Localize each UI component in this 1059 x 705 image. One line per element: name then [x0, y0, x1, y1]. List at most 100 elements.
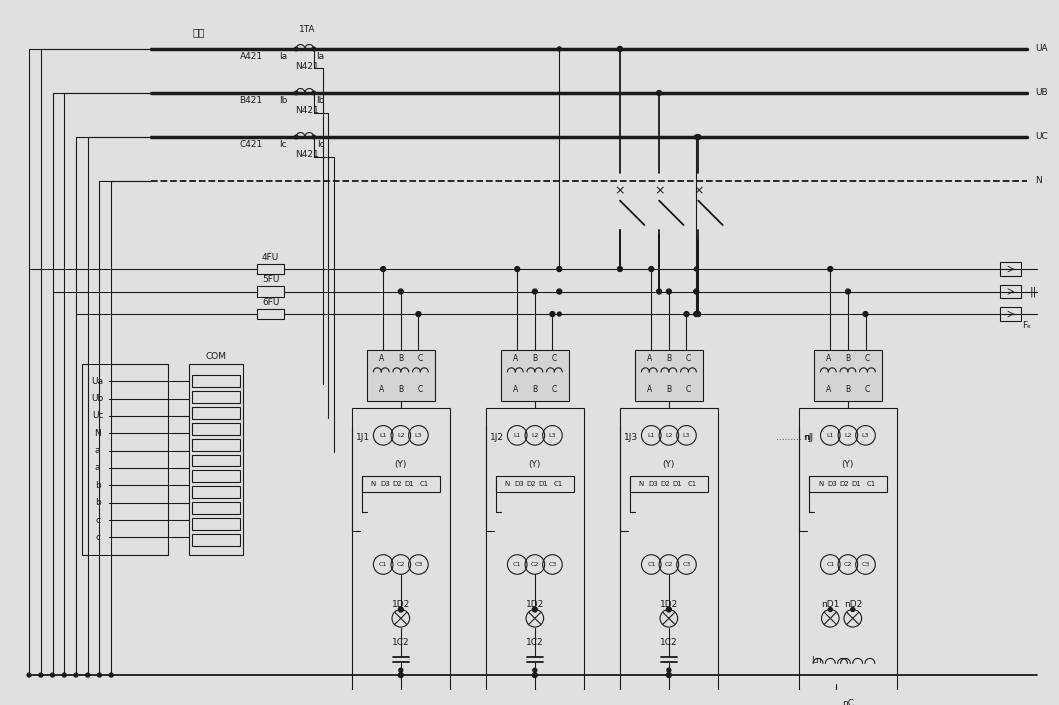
Circle shape: [550, 312, 555, 317]
Text: C: C: [686, 354, 692, 362]
Text: (Y): (Y): [842, 460, 855, 470]
Text: (Y): (Y): [663, 460, 675, 470]
Text: A: A: [647, 354, 652, 362]
Text: Fₑ: Fₑ: [1023, 321, 1031, 330]
Text: C1: C1: [687, 482, 697, 487]
Text: C2: C2: [844, 562, 852, 567]
Text: b: b: [94, 481, 101, 490]
Text: D3: D3: [515, 482, 524, 487]
Circle shape: [557, 312, 561, 316]
Text: C3: C3: [682, 562, 690, 567]
Bar: [496, 477, 574, 492]
Text: (Y): (Y): [395, 460, 407, 470]
Text: L1: L1: [827, 433, 834, 438]
Text: (Y): (Y): [528, 460, 541, 470]
Circle shape: [533, 607, 537, 612]
Circle shape: [666, 673, 671, 678]
Circle shape: [398, 673, 403, 678]
Text: c: c: [95, 515, 100, 525]
Bar: [193, 455, 240, 467]
Text: ......... nJ: ......... nJ: [775, 433, 812, 442]
Circle shape: [398, 289, 403, 294]
Bar: [257, 264, 285, 274]
Text: ×: ×: [614, 184, 625, 197]
Bar: [82, 364, 168, 555]
Text: C3: C3: [549, 562, 557, 567]
Text: C1: C1: [866, 482, 876, 487]
Circle shape: [617, 47, 623, 51]
Text: D1: D1: [851, 482, 862, 487]
Circle shape: [684, 312, 689, 317]
Circle shape: [649, 266, 653, 271]
Circle shape: [695, 290, 698, 293]
Text: Ic: Ic: [317, 140, 324, 149]
Text: L1: L1: [647, 433, 654, 438]
Text: N421: N421: [295, 150, 319, 159]
Bar: [501, 350, 569, 401]
Text: nD2: nD2: [844, 600, 862, 609]
Text: C: C: [865, 385, 870, 394]
Text: D3: D3: [380, 482, 390, 487]
Text: N: N: [818, 482, 823, 487]
Circle shape: [109, 673, 113, 677]
Circle shape: [62, 673, 67, 677]
Circle shape: [657, 90, 662, 95]
Bar: [634, 350, 703, 401]
Text: C: C: [552, 354, 557, 362]
Text: B: B: [845, 354, 850, 362]
Bar: [798, 408, 897, 692]
Text: C2: C2: [397, 562, 405, 567]
Circle shape: [657, 289, 662, 294]
Circle shape: [695, 312, 698, 316]
Text: 1C2: 1C2: [660, 638, 678, 647]
Text: D2: D2: [839, 482, 849, 487]
Text: nC: nC: [842, 699, 854, 705]
Text: L2: L2: [844, 433, 851, 438]
Circle shape: [695, 135, 698, 139]
Text: N421: N421: [295, 62, 319, 71]
Text: UC: UC: [1035, 133, 1047, 142]
Text: Uc: Uc: [92, 412, 104, 420]
Text: C: C: [417, 385, 423, 394]
Text: 1J1: 1J1: [356, 433, 370, 442]
Circle shape: [97, 673, 102, 677]
Text: L2: L2: [665, 433, 672, 438]
Text: C: C: [686, 385, 692, 394]
Circle shape: [416, 312, 420, 317]
Circle shape: [557, 267, 561, 271]
Text: C1: C1: [514, 562, 521, 567]
Text: Ln: Ln: [811, 656, 822, 665]
Text: C1: C1: [826, 562, 834, 567]
Bar: [1000, 307, 1021, 321]
Circle shape: [696, 135, 701, 140]
Bar: [193, 502, 240, 514]
Circle shape: [828, 266, 832, 271]
Text: N421: N421: [295, 106, 319, 115]
Text: N: N: [94, 429, 101, 438]
Text: B: B: [533, 385, 537, 394]
Text: Ia: Ia: [317, 52, 325, 61]
Text: L2: L2: [531, 433, 539, 438]
Text: C: C: [417, 354, 423, 362]
Text: UB: UB: [1035, 88, 1047, 97]
Text: N: N: [639, 482, 644, 487]
Text: UA: UA: [1035, 44, 1047, 54]
Text: 1TA: 1TA: [299, 25, 316, 34]
Text: D1: D1: [405, 482, 414, 487]
Text: D2: D2: [526, 482, 536, 487]
Circle shape: [666, 289, 671, 294]
Circle shape: [533, 673, 537, 678]
Text: a: a: [94, 446, 101, 455]
Bar: [193, 534, 240, 546]
Bar: [362, 477, 439, 492]
Bar: [193, 518, 240, 530]
Circle shape: [381, 266, 385, 271]
Text: B: B: [845, 385, 850, 394]
Text: C1: C1: [379, 562, 388, 567]
Circle shape: [850, 608, 855, 611]
Text: C3: C3: [861, 562, 869, 567]
Bar: [193, 423, 240, 435]
Circle shape: [51, 673, 54, 677]
Circle shape: [312, 91, 316, 94]
Circle shape: [696, 312, 701, 317]
